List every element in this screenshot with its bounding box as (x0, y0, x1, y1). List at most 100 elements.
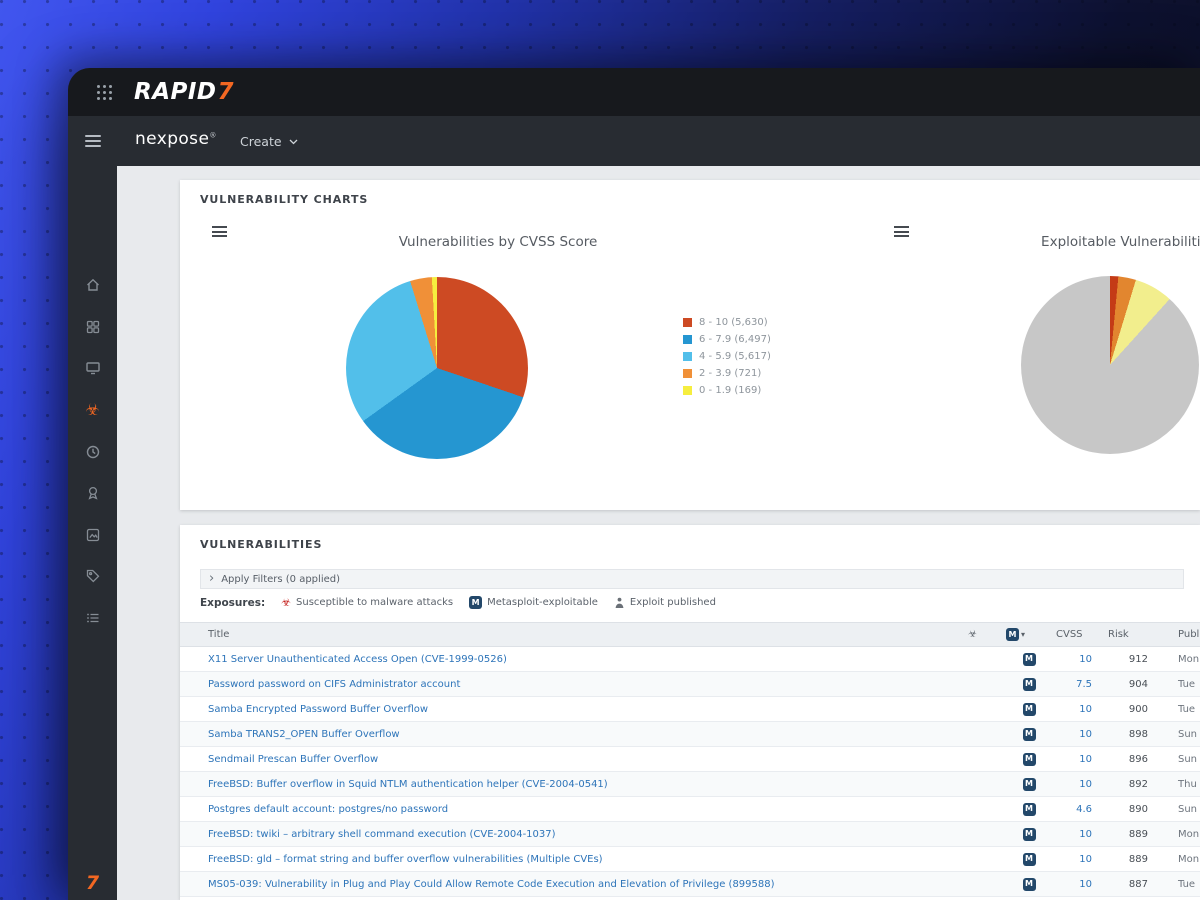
published-cell: Tue (1150, 696, 1200, 722)
chart-menu-icon[interactable] (212, 226, 227, 237)
sidebar-item-policies[interactable] (68, 433, 117, 471)
vuln-title-link[interactable]: Samba Encrypted Password Buffer Overflow (208, 703, 429, 715)
app-window: RAPID7 nexpose® Create ☣ (68, 68, 1200, 900)
vuln-title-link[interactable]: Sendmail Prescan Buffer Overflow (208, 753, 379, 765)
table-row[interactable]: FreeBSD: twiki – arbitrary shell command… (180, 821, 1200, 847)
legend-swatch (683, 386, 692, 395)
vulnerability-charts-panel: VULNERABILITY CHARTS Vulnerabilities by … (180, 180, 1200, 510)
published-cell: Sun (1150, 746, 1200, 772)
vuln-title-link[interactable]: MS05-039: Vulnerability in Plug and Play… (208, 878, 775, 890)
table-row[interactable]: Sendmail Prescan Buffer Overflow M 10 89… (180, 746, 1200, 772)
vuln-title-link[interactable]: X11 Server Unauthenticated Access Open (… (208, 653, 507, 665)
sidebar-item-administration[interactable] (68, 599, 117, 637)
legend-item: 8 - 10 (5,630) (683, 317, 771, 328)
legend-label: 4 - 5.9 (5,617) (699, 351, 771, 362)
sidebar-item-reports[interactable] (68, 474, 117, 512)
tickets-image-icon (86, 528, 99, 542)
metasploit-icon: M (1022, 702, 1036, 716)
menu-icon[interactable] (85, 135, 101, 148)
malware-cell (968, 671, 1006, 697)
sidebar-item-vulnerabilities[interactable]: ☣ (68, 391, 117, 429)
column-cvss[interactable]: CVSS (1052, 622, 1096, 647)
vulnerabilities-panel-title: VULNERABILITIES (200, 538, 323, 551)
biohazard-icon: ☣ (281, 596, 292, 609)
metasploit-icon: M (1022, 677, 1036, 691)
legend-label: 2 - 3.9 (721) (699, 368, 762, 379)
home-icon (86, 278, 99, 291)
policies-clock-icon (86, 445, 99, 459)
metasploit-cell: M (1006, 771, 1052, 797)
sites-grid-icon (86, 320, 99, 334)
published-cell: Mon (1150, 846, 1200, 872)
risk-cell: 898 (1096, 721, 1150, 747)
metasploit-icon: M (1022, 827, 1036, 841)
reports-award-icon (87, 486, 98, 500)
table-row[interactable]: MS05-039: Vulnerability in Plug and Play… (180, 871, 1200, 897)
cvss-pie[interactable] (346, 277, 528, 459)
vuln-title-link[interactable]: FreeBSD: Buffer overflow in Squid NTLM a… (208, 778, 608, 790)
sidebar-item-sites[interactable] (68, 308, 117, 346)
column-metasploit[interactable]: M ▾ (1006, 622, 1052, 647)
sidebar-item-tags[interactable] (68, 557, 117, 595)
column-published[interactable]: Published On (1150, 622, 1200, 647)
vuln-title-link[interactable]: FreeBSD: gld – format string and buffer … (208, 853, 603, 865)
metasploit-icon: M (469, 596, 483, 609)
app-grid-icon[interactable] (95, 83, 114, 102)
rapid7-logo-seven: 7 (217, 79, 235, 105)
chart-menu-icon[interactable] (894, 226, 909, 237)
exposure-malware: ☣ Susceptible to malware attacks (281, 597, 453, 608)
table-row[interactable]: Postgres default account: postgres/no pa… (180, 796, 1200, 822)
metasploit-icon: M (1022, 727, 1036, 741)
exposure-label: Susceptible to malware attacks (296, 597, 454, 608)
legend-swatch (683, 335, 692, 344)
malware-cell (968, 746, 1006, 772)
apply-filters-label: Apply Filters (0 applied) (221, 573, 340, 585)
metasploit-icon: M (1022, 877, 1036, 891)
legend-swatch (683, 318, 692, 327)
create-menu[interactable]: Create (240, 134, 298, 149)
vulnerabilities-table: Title ☣ M▾ CVSS Risk Published On X11 Se… (180, 622, 1200, 897)
column-risk[interactable]: Risk (1096, 622, 1150, 647)
vuln-table-body: X11 Server Unauthenticated Access Open (… (180, 646, 1200, 897)
cvss-pie-legend: 8 - 10 (5,630) 6 - 7.9 (6,497) 4 - 5.9 (5,… (683, 317, 771, 396)
legend-item: 0 - 1.9 (169) (683, 385, 771, 396)
vuln-title-link[interactable]: Samba TRANS2_OPEN Buffer Overflow (208, 728, 400, 740)
exposures-legend: Exposures: ☣ Susceptible to malware atta… (200, 596, 716, 609)
cvss-cell: 7.5 (1052, 671, 1096, 697)
vuln-title-link[interactable]: FreeBSD: twiki – arbitrary shell command… (208, 828, 556, 840)
table-row[interactable]: Samba Encrypted Password Buffer Overflow… (180, 696, 1200, 722)
metasploit-icon: M (1022, 752, 1036, 766)
column-title[interactable]: Title (180, 622, 968, 647)
exposure-metasploit: M Metasploit-exploitable (469, 596, 598, 609)
table-header-row: Title ☣ M▾ CVSS Risk Published On (180, 622, 1200, 647)
exploitable-pie[interactable] (1021, 276, 1199, 454)
table-row[interactable]: X11 Server Unauthenticated Access Open (… (180, 646, 1200, 672)
sidebar-item-home[interactable] (68, 266, 117, 304)
table-row[interactable]: FreeBSD: gld – format string and buffer … (180, 846, 1200, 872)
sidebar-item-assets[interactable] (68, 349, 117, 387)
tags-icon (86, 569, 99, 583)
malware-cell (968, 821, 1006, 847)
chevron-down-icon (289, 139, 298, 144)
product-logo: nexpose® (135, 129, 217, 149)
cvss-cell: 10 (1052, 721, 1096, 747)
metasploit-cell: M (1006, 871, 1052, 897)
vuln-title-link[interactable]: Password password on CIFS Administrator … (208, 678, 461, 690)
biohazard-icon: ☣ (968, 629, 977, 640)
apply-filters-bar[interactable]: › Apply Filters (0 applied) (200, 569, 1184, 589)
charts-panel-title: VULNERABILITY CHARTS (200, 193, 369, 206)
table-row[interactable]: FreeBSD: Buffer overflow in Squid NTLM a… (180, 771, 1200, 797)
cvss-cell: 10 (1052, 846, 1096, 872)
sidebar-item-tickets[interactable] (68, 516, 117, 554)
table-row[interactable]: Password password on CIFS Administrator … (180, 671, 1200, 697)
metasploit-icon: M (1006, 628, 1019, 641)
vuln-title-link[interactable]: Postgres default account: postgres/no pa… (208, 803, 449, 815)
published-cell: Mon (1150, 646, 1200, 672)
rapid7-logo: RAPID7 (134, 77, 234, 107)
column-malware[interactable]: ☣ (968, 622, 1006, 647)
table-row[interactable]: Samba TRANS2_OPEN Buffer Overflow M 10 8… (180, 721, 1200, 747)
metasploit-cell: M (1006, 721, 1052, 747)
rapid7-logo-text: RAPID (134, 79, 217, 105)
metasploit-cell: M (1006, 746, 1052, 772)
metasploit-icon: M (1022, 802, 1036, 816)
